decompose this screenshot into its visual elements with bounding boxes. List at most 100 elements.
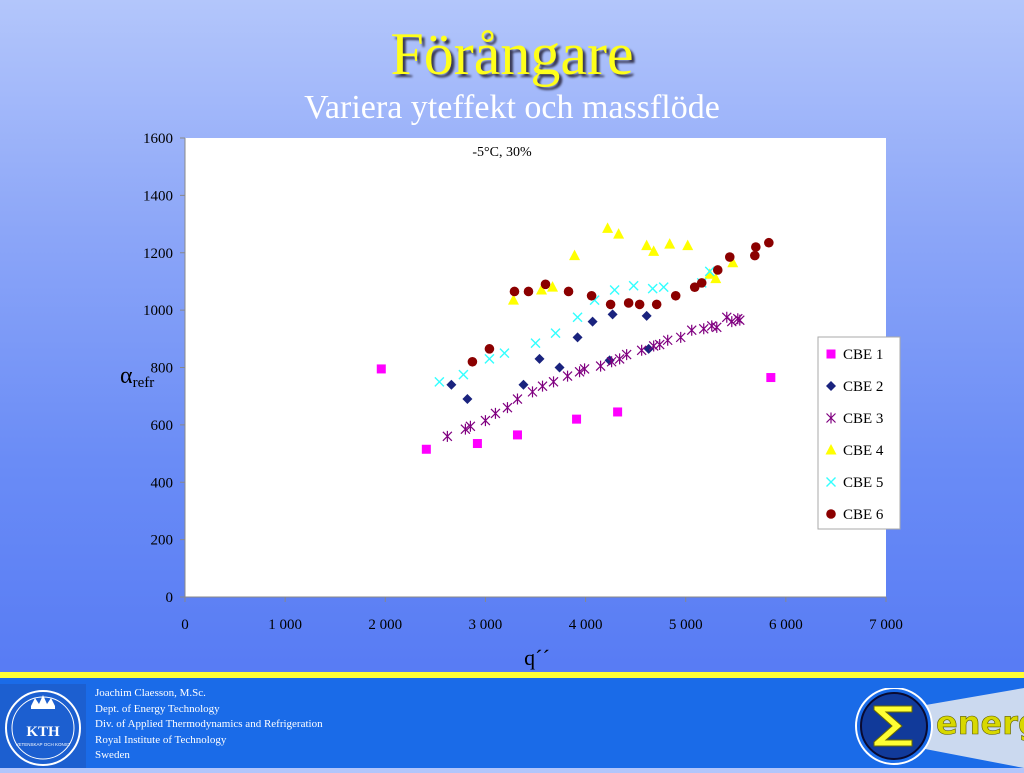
data-point xyxy=(458,369,469,380)
x-tick-label: 0 xyxy=(181,617,189,633)
slide-title: Förångare xyxy=(390,21,634,87)
footer-divider xyxy=(0,672,1024,678)
data-point xyxy=(421,444,431,454)
data-point xyxy=(530,338,541,349)
x-tick-label: 2 000 xyxy=(368,617,402,633)
data-point xyxy=(550,328,561,339)
data-point xyxy=(711,321,722,333)
y-tick-label: 200 xyxy=(151,533,174,549)
data-point xyxy=(750,250,760,261)
data-point xyxy=(572,332,583,343)
data-point xyxy=(502,402,513,414)
energi-logo: energi xyxy=(850,687,1024,768)
y-axis-label: αrefr xyxy=(120,363,154,391)
series-cbe-3 xyxy=(442,311,745,442)
data-point xyxy=(724,252,735,262)
data-point xyxy=(641,239,653,251)
data-point xyxy=(602,222,614,233)
y-tick-label: 800 xyxy=(151,361,174,377)
data-point xyxy=(499,348,510,359)
legend-marker xyxy=(826,349,836,359)
legend-label: CBE 3 xyxy=(843,411,883,427)
data-point xyxy=(648,340,659,352)
data-point xyxy=(512,393,523,405)
affiliation-line: Div. of Applied Thermodynamics and Refri… xyxy=(95,718,323,730)
data-point xyxy=(484,344,495,354)
data-point xyxy=(634,299,645,310)
data-point xyxy=(527,386,538,398)
legend-label: CBE 6 xyxy=(843,507,884,523)
data-point xyxy=(670,290,681,301)
kth-logo-subtext: VETENSKAP OCH KONST xyxy=(16,742,71,747)
data-point xyxy=(534,353,545,364)
data-point xyxy=(675,331,686,343)
data-point xyxy=(647,283,658,294)
data-point xyxy=(696,278,707,288)
data-point xyxy=(727,256,739,268)
data-point xyxy=(554,362,565,373)
y-tick-label: 1600 xyxy=(143,131,173,147)
data-point xyxy=(764,237,774,248)
data-point xyxy=(636,344,647,356)
legend-box xyxy=(817,336,901,530)
affiliation-block: Joachim Claesson, M.Sc. Dept. of Energy … xyxy=(95,686,323,764)
data-point xyxy=(509,286,520,297)
kth-logo-text: KTH xyxy=(26,724,60,740)
series-cbe-6 xyxy=(467,237,774,367)
data-point xyxy=(537,380,548,392)
legend-marker xyxy=(826,412,836,424)
data-point xyxy=(609,285,620,296)
data-point xyxy=(579,363,590,375)
data-point xyxy=(710,272,722,284)
data-point xyxy=(586,290,597,301)
series-cbe-1 xyxy=(376,364,776,454)
x-tick-label: 6 000 xyxy=(769,617,803,633)
data-point xyxy=(623,298,634,308)
legend-marker xyxy=(826,509,836,519)
scatter-chart: 0 200 400 600 800 1000 1200 1400 1600 0 1 000 2 000… xyxy=(120,131,903,670)
data-point xyxy=(712,265,723,275)
data-point xyxy=(480,415,491,427)
affiliation-line: Joachim Claesson, M.Sc. xyxy=(95,687,206,699)
data-point xyxy=(751,242,761,252)
data-point xyxy=(484,353,495,364)
legend-label: CBE 2 xyxy=(843,379,883,395)
series-cbe-4 xyxy=(507,222,739,305)
legend-marker xyxy=(826,477,836,487)
data-point xyxy=(465,420,476,432)
legend: CBE 1 CBE 2 CBE 3 CBE 4 CBE 5 CBE 6 xyxy=(817,336,901,530)
y-tick-label: 1000 xyxy=(143,303,173,319)
slide-subtitle: Variera yteffekt och massflöde xyxy=(304,89,720,126)
y-tick-label: 0 xyxy=(166,590,174,606)
data-point xyxy=(540,279,551,290)
data-point xyxy=(376,364,386,374)
data-point xyxy=(507,294,519,305)
data-point xyxy=(462,394,473,405)
data-point xyxy=(460,423,471,435)
data-point xyxy=(658,282,669,293)
data-point xyxy=(704,268,716,279)
data-point xyxy=(512,430,522,440)
legend-label: CBE 4 xyxy=(843,443,884,459)
data-point xyxy=(587,316,598,327)
energi-logo-text: energi xyxy=(936,704,1024,742)
data-point xyxy=(726,316,737,328)
data-point xyxy=(628,280,639,291)
legend-marker xyxy=(826,381,836,391)
affiliation-line: Royal Institute of Technology xyxy=(95,733,227,746)
y-tick-label: 1400 xyxy=(143,188,173,204)
x-tick-label: 4 000 xyxy=(569,617,603,633)
legend-marker xyxy=(825,444,837,455)
data-point xyxy=(595,360,606,372)
chart-title: -5°C, 30% xyxy=(472,145,532,160)
data-point xyxy=(606,356,617,368)
data-point xyxy=(574,366,585,378)
legend-label: CBE 1 xyxy=(843,347,883,363)
y-axis-label-main: α xyxy=(120,363,133,389)
x-tick-label: 3 000 xyxy=(469,617,503,633)
data-point xyxy=(472,439,482,449)
data-point xyxy=(654,339,665,351)
data-point xyxy=(698,323,709,335)
plot-area xyxy=(185,138,886,597)
data-point xyxy=(547,281,559,292)
